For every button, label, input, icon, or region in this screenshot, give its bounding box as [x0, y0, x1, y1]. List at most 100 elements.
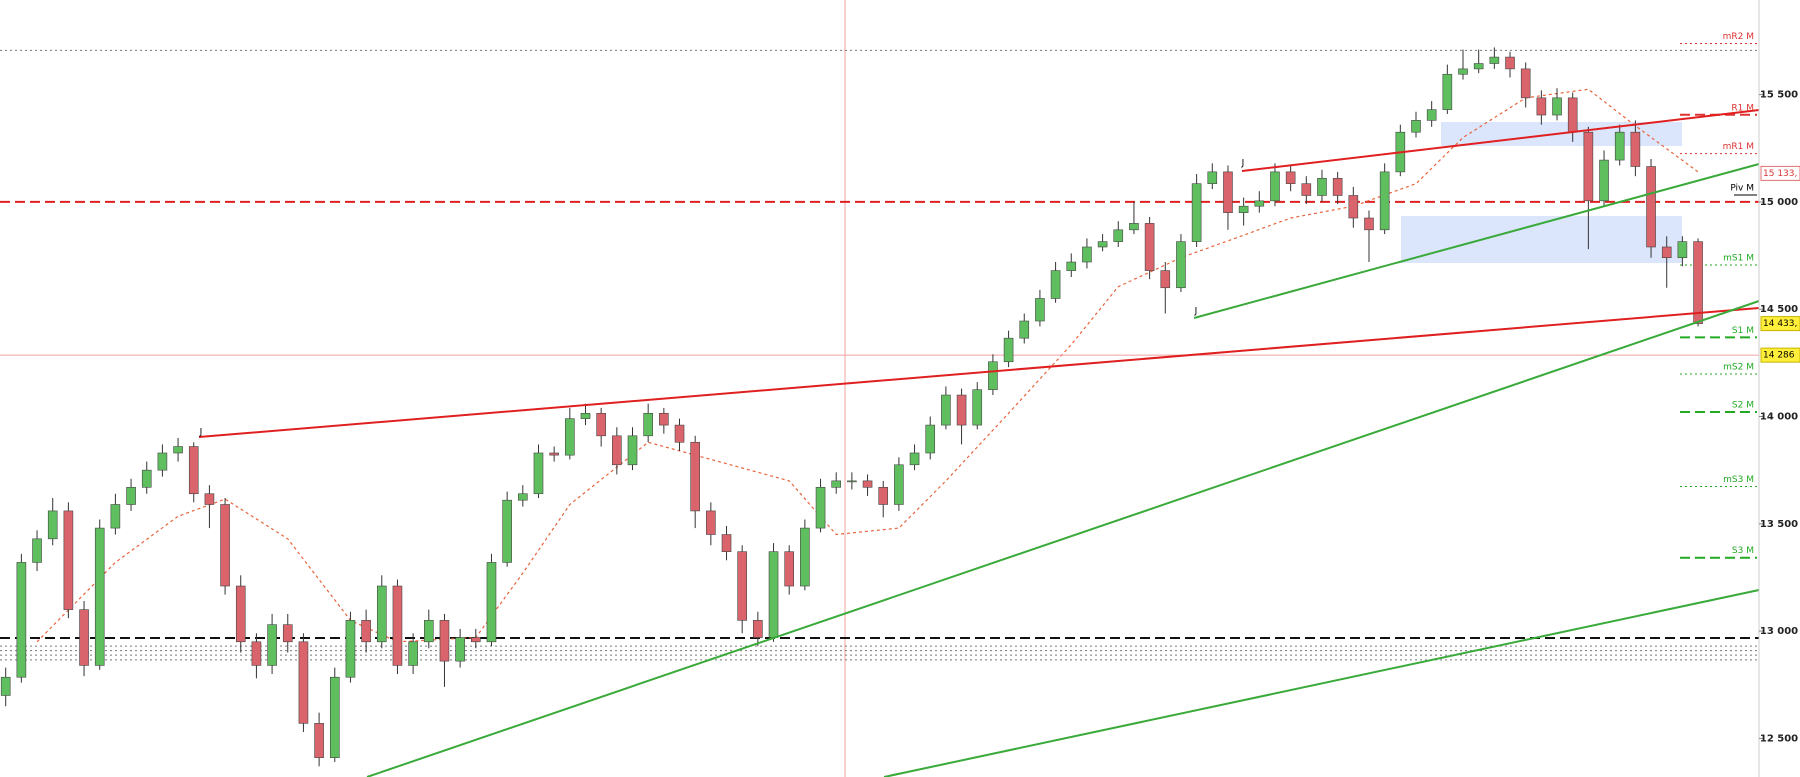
candle-body	[659, 412, 669, 426]
candle-body	[1379, 171, 1390, 231]
candle-body	[47, 510, 58, 540]
candle-body	[1693, 241, 1703, 324]
candle-body	[1207, 171, 1218, 184]
y-tick-label: 15 000	[1760, 197, 1798, 208]
candle-body	[298, 641, 309, 724]
candle-body	[1019, 320, 1030, 339]
price-tag-label: 15 133,	[1763, 169, 1797, 179]
candle-body	[251, 641, 262, 666]
candle-body	[753, 620, 763, 638]
candle-body	[1238, 205, 1249, 213]
candle-body	[1567, 97, 1578, 133]
candle-body	[1489, 56, 1500, 64]
candle-body	[1082, 246, 1092, 263]
candle-body	[1583, 131, 1594, 202]
candle-body	[925, 424, 936, 454]
candle-body	[1332, 178, 1343, 196]
y-tick-label: 12 500	[1760, 733, 1798, 744]
candle-body	[1050, 270, 1061, 299]
candle-body	[565, 418, 575, 456]
candle-body	[32, 538, 42, 563]
candle-body	[329, 676, 340, 758]
candle-body	[1364, 217, 1374, 231]
candle-body	[1113, 229, 1124, 242]
candle-body	[815, 487, 826, 529]
candle-body	[1223, 171, 1233, 213]
trend-line	[883, 589, 1760, 777]
candle-body	[1097, 241, 1108, 248]
pivot-label: S1 M	[1732, 326, 1754, 336]
candle-body	[314, 723, 324, 758]
trend-line	[366, 300, 1760, 777]
candle-body	[408, 641, 418, 666]
candle-body	[643, 412, 653, 437]
candle-body	[486, 562, 497, 643]
pivot-label: mR2 M	[1723, 32, 1754, 42]
candle-body	[847, 480, 857, 483]
candle-body	[737, 551, 747, 621]
candle-body	[439, 620, 450, 662]
annotation: J	[1241, 159, 1245, 169]
candle-body	[1129, 223, 1139, 231]
candle-body	[1552, 97, 1562, 116]
annotation: J	[1194, 307, 1198, 317]
trend-line	[198, 307, 1760, 438]
pivot-label: S2 M	[1732, 400, 1754, 410]
candle-body	[173, 446, 183, 454]
candle-body	[282, 624, 293, 643]
candle-body	[1614, 131, 1625, 161]
candle-body	[204, 493, 215, 505]
candle-body	[1661, 246, 1672, 259]
candle-body	[800, 527, 810, 587]
pivot-label: mS1 M	[1723, 254, 1754, 264]
price-tag	[1760, 316, 1800, 332]
candle-body	[894, 464, 904, 505]
candle-body	[1301, 183, 1312, 196]
candle-body	[79, 609, 89, 666]
candle-body	[1144, 223, 1155, 271]
candle-body	[235, 585, 246, 643]
candle-body	[1536, 97, 1547, 116]
candle-body	[518, 493, 528, 501]
pivot-label: mS3 M	[1723, 475, 1754, 485]
candle-body	[972, 389, 983, 426]
annotation: J	[199, 428, 203, 438]
candle-body	[1003, 337, 1014, 363]
candle-body	[1505, 56, 1515, 70]
candle-body	[361, 620, 371, 643]
candle-body	[1160, 270, 1171, 289]
trend-lines	[198, 109, 1760, 777]
candle-body	[157, 452, 168, 471]
pivot-label: R1 M	[1731, 103, 1754, 113]
candle-body	[455, 637, 465, 662]
pivot-label: mS2 M	[1723, 363, 1754, 373]
price-tag-label: 14 433,	[1763, 319, 1797, 329]
candle-body	[956, 394, 967, 426]
candle-body	[1285, 171, 1296, 184]
y-tick-label: 14 500	[1760, 304, 1798, 315]
candle-body	[533, 452, 544, 495]
candle-body	[831, 480, 842, 488]
candle-body	[141, 469, 152, 488]
candle-body	[63, 510, 74, 610]
y-tick-label: 15 500	[1760, 90, 1798, 101]
candle-body	[1677, 241, 1688, 259]
candle-body	[1348, 195, 1359, 219]
moving-average	[36, 88, 1699, 643]
candle-body	[768, 551, 779, 638]
candle-body	[1176, 241, 1186, 289]
candle-body	[862, 480, 873, 488]
candle-body	[94, 527, 105, 666]
price-tag	[1760, 347, 1800, 363]
candle-body	[502, 499, 512, 563]
candle-body	[549, 452, 559, 456]
candle-body	[110, 504, 121, 529]
candle-body	[1035, 298, 1045, 322]
candle-body	[612, 435, 622, 466]
price-tag-label: 14 286	[1763, 351, 1795, 361]
candle-body	[1520, 68, 1531, 99]
candle-body	[1458, 68, 1468, 75]
candle-body	[909, 452, 920, 466]
